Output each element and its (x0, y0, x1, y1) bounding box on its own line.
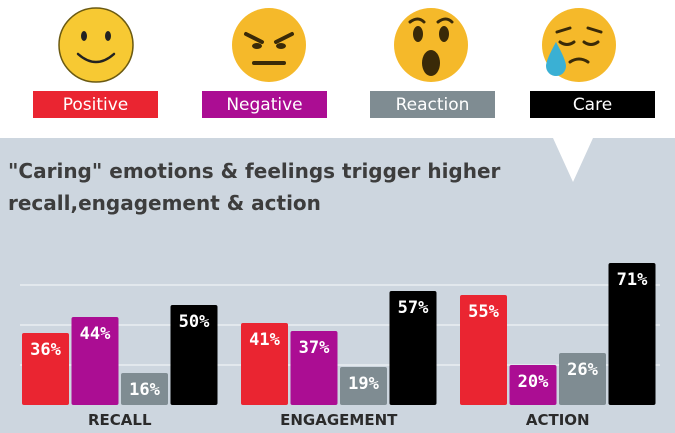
data-label-recall-reaction: 16% (129, 380, 160, 400)
category-labels: RECALL ENGAGEMENT ACTION (88, 411, 590, 429)
legend-label-care: Care (573, 95, 612, 115)
bar-engagement-positive (241, 323, 288, 405)
crying-face-icon (542, 8, 616, 82)
bar-recall-negative (71, 317, 119, 405)
category-label-action: ACTION (526, 411, 590, 429)
chart-title-line-1: "Caring" emotions & feelings trigger hig… (8, 159, 501, 183)
chart-title-line-2: recall,engagement & action (8, 191, 321, 215)
data-label-recall-care: 50% (179, 312, 210, 332)
legend-swatch-care (530, 91, 655, 118)
data-label-action-care: 71% (617, 270, 648, 290)
data-label-engagement-negative: 37% (299, 338, 330, 358)
bar-action-negative (509, 365, 557, 405)
legend-swatch-positive (33, 91, 158, 118)
data-label-action-negative: 20% (518, 372, 549, 392)
bar-engagement-reaction (340, 367, 387, 405)
surprised-face-icon (394, 8, 468, 82)
bar-engagement-negative (290, 331, 338, 405)
data-label-engagement-care: 57% (398, 298, 429, 318)
bar-recall-positive (22, 333, 69, 405)
legend-label-reaction: Reaction (396, 95, 470, 115)
bar-engagement-care (389, 291, 437, 405)
data-label-engagement-reaction: 19% (348, 374, 379, 394)
legend: Positive Negative Reaction Care (33, 91, 655, 118)
data-label-engagement-positive: 41% (249, 330, 280, 350)
data-label-recall-positive: 36% (30, 340, 61, 360)
smiley-face-icon (58, 7, 134, 83)
data-label-recall-negative: 44% (80, 324, 111, 344)
bar-action-care (608, 263, 656, 405)
data-label-action-reaction: 26% (567, 360, 598, 380)
legend-swatch-negative (202, 91, 327, 118)
legend-label-negative: Negative (226, 95, 302, 115)
bar-recall-care (170, 305, 218, 405)
legend-swatch-reaction (370, 91, 495, 118)
bar-action-positive (460, 295, 507, 405)
bars: 36% 44% 16% 50% 41% 37% 19% 57% 55% 20% 26% 71% (22, 263, 656, 405)
bar-recall-reaction (121, 373, 168, 405)
category-label-engagement: ENGAGEMENT (280, 411, 398, 429)
angry-face-icon (232, 8, 306, 82)
category-label-recall: RECALL (88, 411, 152, 429)
bar-action-reaction (559, 353, 606, 405)
data-label-action-positive: 55% (468, 302, 499, 322)
legend-label-positive: Positive (63, 95, 129, 115)
